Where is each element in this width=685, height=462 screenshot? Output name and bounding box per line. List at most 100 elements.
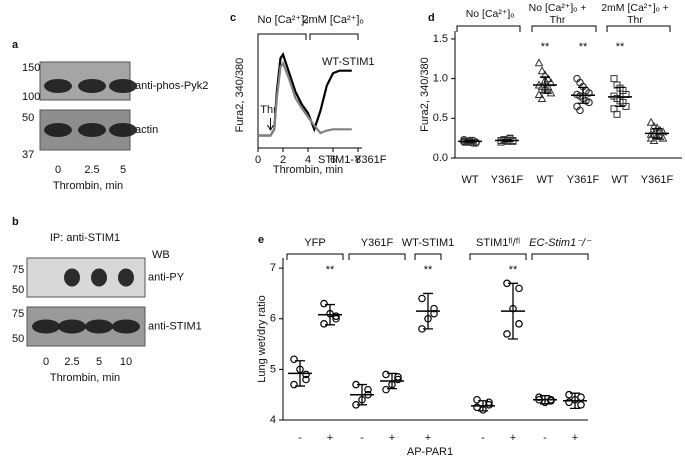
data-point bbox=[610, 75, 618, 83]
data-point bbox=[382, 385, 390, 394]
data-point bbox=[503, 330, 511, 338]
error-bar bbox=[325, 303, 335, 326]
x-axis-label: AP-PAR1 bbox=[407, 446, 453, 458]
x-tick-label: + bbox=[510, 432, 516, 444]
x-tick-label: - bbox=[481, 432, 485, 444]
data-point bbox=[646, 117, 656, 126]
error-bar bbox=[615, 86, 625, 108]
significance: ** bbox=[509, 264, 518, 276]
mw-marker: 100 bbox=[22, 91, 40, 103]
blot-band bbox=[118, 268, 134, 287]
y-tick-label: 6 bbox=[270, 313, 276, 325]
x-tick-label: WT bbox=[611, 174, 628, 186]
x-tick-label: + bbox=[389, 432, 395, 444]
data-point bbox=[515, 320, 523, 328]
blot-band bbox=[64, 268, 80, 287]
y-tick-label: 0.0 bbox=[433, 152, 448, 164]
blot-band bbox=[78, 123, 106, 137]
blot-band bbox=[91, 268, 107, 287]
data-point bbox=[485, 401, 493, 409]
lane-label: 0 bbox=[43, 356, 49, 368]
mw-marker: 50 bbox=[22, 112, 34, 124]
significance: ** bbox=[326, 264, 335, 276]
error-bar bbox=[478, 400, 488, 412]
data-point bbox=[394, 373, 402, 381]
lane-label: 2.5 bbox=[64, 356, 79, 368]
ip-label: IP: anti-STIM1 bbox=[50, 232, 120, 244]
y-tick-label: 5 bbox=[270, 363, 276, 375]
group-label: WT-STIM1 bbox=[402, 237, 455, 249]
condition-label: 2mM [Ca²⁺]ₒ bbox=[302, 14, 363, 26]
group-bracket bbox=[531, 253, 589, 260]
blot-band bbox=[32, 319, 60, 334]
blot-band bbox=[58, 319, 86, 334]
legend-label: STIM1-Y361F bbox=[318, 154, 387, 166]
blot-band bbox=[109, 79, 137, 93]
error-bar bbox=[540, 76, 550, 94]
panel-label: c bbox=[230, 12, 236, 24]
group-label: No [Ca²⁺]ₒ + Thr bbox=[528, 2, 587, 26]
error-bar bbox=[502, 139, 512, 142]
blot-band bbox=[112, 319, 140, 334]
group-bracket bbox=[456, 25, 521, 32]
group-bracket bbox=[469, 253, 527, 260]
arrow bbox=[267, 118, 274, 131]
y-axis-label: Lung wet/dry ratio bbox=[256, 295, 268, 382]
data-point bbox=[332, 312, 340, 321]
data-point bbox=[534, 89, 544, 98]
x-tick-label: - bbox=[543, 432, 547, 444]
significance: ** bbox=[579, 41, 588, 53]
y-tick-label: 4 bbox=[270, 414, 276, 426]
x-axis-label: Thrombin, min bbox=[273, 164, 343, 176]
wb-label: WB bbox=[152, 249, 170, 261]
y-tick-label: 1.5 bbox=[433, 33, 448, 45]
data-point bbox=[320, 320, 328, 328]
blot-band bbox=[85, 319, 113, 334]
lane-label: 10 bbox=[120, 356, 132, 368]
mw-marker: 50 bbox=[12, 284, 24, 296]
data-point bbox=[332, 314, 340, 323]
error-bar bbox=[357, 383, 367, 406]
panel-label: d bbox=[428, 12, 435, 24]
data-point bbox=[302, 375, 310, 384]
y-tick-label: 1.0 bbox=[433, 73, 448, 85]
group-label: STIM1ᶠˡ/ᶠˡ bbox=[476, 237, 520, 249]
mw-marker: 75 bbox=[12, 264, 24, 276]
mw-marker: 75 bbox=[12, 308, 24, 320]
antibody-label: anti-STIM1 bbox=[148, 320, 202, 332]
x-tick-label: 4 bbox=[305, 154, 311, 166]
x-tick-label: Y361F bbox=[491, 174, 524, 186]
error-bar bbox=[387, 372, 397, 390]
error-bar bbox=[508, 282, 518, 340]
x-tick-label: 0 bbox=[255, 154, 261, 166]
lane-label: 0 bbox=[55, 164, 61, 176]
x-tick-label: + bbox=[572, 432, 578, 444]
error-bar bbox=[423, 292, 433, 330]
panel-label: a bbox=[12, 39, 19, 51]
x-tick-label: 2 bbox=[280, 154, 286, 166]
condition-bracket bbox=[309, 33, 359, 40]
data-point bbox=[290, 380, 298, 389]
x-tick-label: Y361F bbox=[641, 174, 674, 186]
data-point bbox=[577, 393, 585, 402]
significance: ** bbox=[424, 264, 433, 276]
group-label: Y361F bbox=[361, 237, 394, 249]
y-axis-label: Fura2, 340/380 bbox=[419, 57, 431, 132]
x-tick-label: 6 bbox=[330, 154, 336, 166]
data-point bbox=[290, 355, 298, 364]
annotation: Thr bbox=[260, 104, 277, 116]
blot-band bbox=[44, 79, 72, 93]
error-bar bbox=[570, 392, 580, 410]
error-bar bbox=[578, 86, 588, 104]
group-bracket bbox=[286, 253, 344, 260]
blot-band bbox=[109, 123, 137, 137]
x-axis-label: Thrombin, min bbox=[53, 180, 123, 192]
mw-marker: 50 bbox=[12, 333, 24, 345]
group-label: No [Ca²⁺]ₒ bbox=[465, 8, 515, 20]
blot-band bbox=[44, 123, 72, 137]
blot-band bbox=[38, 268, 54, 287]
lane-label: 5 bbox=[120, 164, 126, 176]
data-point bbox=[547, 396, 555, 405]
error-bar bbox=[652, 127, 662, 139]
data-point bbox=[585, 98, 593, 107]
